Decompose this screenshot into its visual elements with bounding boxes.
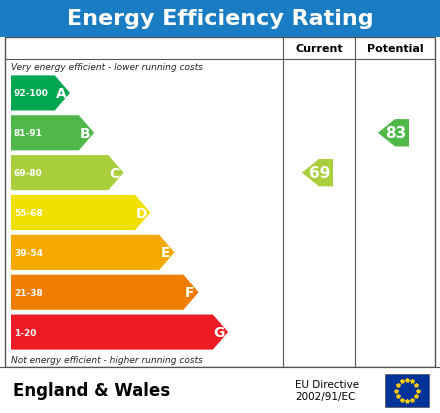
Polygon shape (11, 76, 70, 111)
Polygon shape (11, 235, 175, 270)
Bar (5, 38, 435, 367)
Polygon shape (378, 120, 409, 147)
Text: 21-38: 21-38 (14, 288, 43, 297)
Polygon shape (11, 195, 150, 230)
Text: Potential: Potential (367, 44, 423, 54)
Text: 39-54: 39-54 (14, 248, 43, 257)
Text: 83: 83 (385, 126, 407, 141)
Text: 69-80: 69-80 (14, 169, 43, 178)
Text: EU Directive: EU Directive (295, 379, 359, 389)
Text: E: E (161, 246, 170, 260)
Text: C: C (110, 166, 120, 180)
Text: England & Wales: England & Wales (13, 381, 170, 399)
Text: 55-68: 55-68 (14, 209, 43, 218)
Text: 81-91: 81-91 (14, 129, 43, 138)
Text: B: B (80, 126, 90, 140)
Polygon shape (11, 116, 94, 151)
Text: Very energy efficient - lower running costs: Very energy efficient - lower running co… (11, 62, 203, 71)
Bar (0, 367, 440, 413)
Text: 1-20: 1-20 (14, 328, 37, 337)
Text: 69: 69 (309, 166, 331, 181)
Polygon shape (11, 275, 198, 310)
Text: Energy Efficiency Rating: Energy Efficiency Rating (67, 9, 373, 29)
Bar (0, 0, 440, 38)
Text: 2002/91/EC: 2002/91/EC (295, 391, 356, 401)
Text: G: G (213, 325, 225, 339)
Text: 92-100: 92-100 (14, 89, 49, 98)
Text: A: A (55, 87, 66, 101)
Bar (385, 374, 429, 407)
Polygon shape (11, 156, 124, 191)
Polygon shape (11, 315, 228, 350)
Text: F: F (185, 285, 194, 299)
Text: Current: Current (295, 44, 343, 54)
Polygon shape (302, 159, 333, 187)
Text: Not energy efficient - higher running costs: Not energy efficient - higher running co… (11, 355, 203, 364)
Text: D: D (136, 206, 147, 220)
